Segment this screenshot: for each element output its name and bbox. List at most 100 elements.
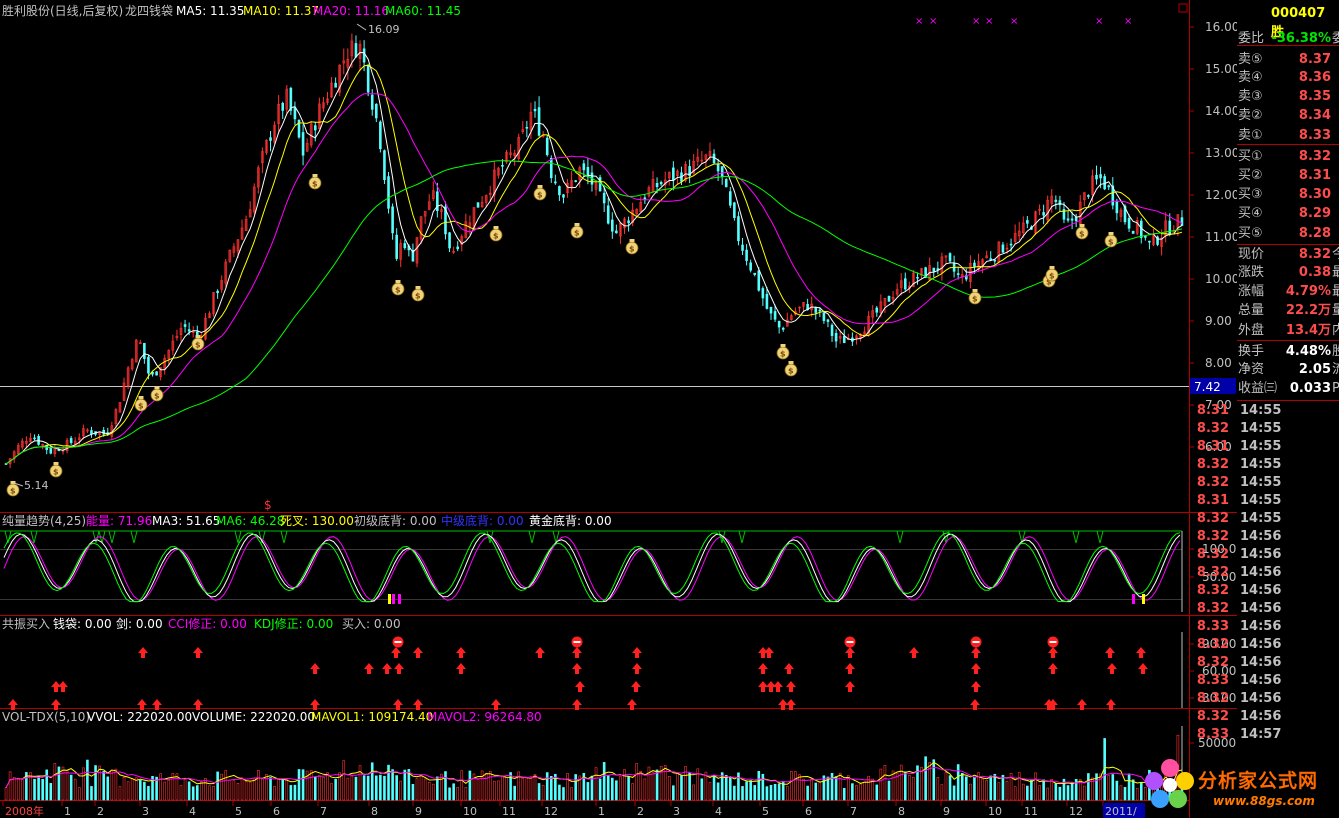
tick-price: 8.33 [1196, 727, 1229, 742]
candle-body [399, 243, 403, 260]
volume-bar [488, 771, 492, 801]
volume-bar [1058, 786, 1062, 801]
volume-bar [49, 783, 53, 801]
volume-bar [517, 771, 521, 801]
candle-body [1099, 174, 1102, 179]
quote-separator [1237, 45, 1339, 46]
candle-body [488, 192, 492, 196]
volume-bar [106, 776, 110, 801]
buy-arrow-icon [310, 699, 320, 710]
volume-bar [814, 782, 818, 801]
tick-time: 14:56 [1240, 601, 1282, 616]
candle-body [724, 179, 728, 188]
candle-body [1135, 219, 1139, 234]
candle-body [537, 107, 541, 136]
candle-body [86, 429, 89, 432]
volume-bar [940, 784, 944, 801]
volume-bar [549, 776, 553, 801]
volume-bar [574, 774, 577, 801]
volume-bar [777, 783, 781, 801]
quote-label: 卖⑤ [1238, 52, 1263, 67]
price-axis-label: 16.00 [1205, 20, 1237, 34]
volume-bar [647, 766, 651, 801]
volume-bar [944, 772, 948, 801]
candle-body [916, 276, 919, 279]
dead-cross-tick [1096, 530, 1104, 544]
tick-price: 8.32 [1196, 691, 1229, 706]
quote-row: 涨幅 4.79% 最 [1237, 283, 1339, 301]
panel-maximize-icon[interactable] [1178, 3, 1188, 13]
panel4-name: VOL-TDX(5,10) [2, 710, 90, 724]
buy-arrow-icon [971, 647, 981, 658]
panel4-header: VOL-TDX(5,10) VVOL: 222020.00 VOLUME: 22… [2, 710, 542, 724]
money-bag-symbol: $ [972, 295, 978, 304]
panel3-kdj: KDJ修正: 0.00 [254, 616, 333, 631]
volume-bar [240, 777, 244, 801]
volume-bar [212, 785, 215, 801]
buy-arrow-icon [766, 681, 776, 692]
buy-arrow-icon [786, 699, 796, 710]
candle-body [252, 186, 256, 213]
date-axis-label: 2011/ [1105, 805, 1137, 818]
candle-body [834, 333, 838, 342]
buy-arrow-icon [152, 699, 162, 710]
candle-body [517, 136, 521, 159]
candle-body [883, 298, 887, 306]
buy-arrow-icon [1106, 699, 1116, 710]
volume-bar [871, 778, 875, 801]
candle-body [228, 249, 232, 262]
volume-bar [82, 767, 85, 801]
quote-separator [1237, 340, 1339, 341]
candle-body [191, 331, 195, 333]
volume-bar [151, 776, 154, 801]
ma10-value: MA10: 11.37 [243, 4, 319, 18]
buy-arrow-icon [773, 681, 783, 692]
money-bag-neck [1108, 232, 1114, 235]
candle-body [456, 246, 459, 250]
buy-arrow-icon [1048, 699, 1058, 710]
date-axis-label: 5 [762, 805, 769, 818]
volume-bar [558, 784, 561, 801]
candle-body [452, 250, 455, 253]
quote-value: 8.37 [1298, 52, 1331, 67]
volume-bar [627, 776, 630, 801]
candle-body [855, 335, 858, 339]
volume-bar [623, 769, 626, 801]
money-bag-neck [537, 185, 543, 188]
chart-canvas[interactable]: 16.0015.0014.0013.0012.0011.0010.009.008… [0, 0, 1237, 818]
candle-body [505, 152, 508, 163]
dead-cross-tick [108, 530, 116, 544]
candle-body [785, 319, 789, 327]
panel3-axis-label: 60.00 [1202, 664, 1236, 678]
buy-arrow-icon [572, 647, 582, 658]
candle-body [1017, 230, 1021, 237]
money-bag-neck [1079, 224, 1085, 227]
date-axis-label: 1 [64, 805, 71, 818]
tick-time: 14:56 [1240, 565, 1282, 580]
volume-bar [667, 776, 671, 801]
candle-body [293, 107, 297, 120]
candle-body [281, 102, 285, 111]
date-axis-label: 2008年 [5, 804, 44, 818]
panel2-gold-div: 黄金底背: 0.00 [529, 513, 612, 528]
candle-body [529, 111, 533, 131]
candle-body [1119, 209, 1123, 217]
candle-body [912, 272, 915, 287]
divergence-marker [1142, 594, 1145, 604]
candle-body [139, 342, 142, 344]
panel2-oscillator: 100.0 50.00 [0, 530, 1236, 612]
tick-time: 14:56 [1240, 583, 1282, 598]
candle-body [257, 167, 260, 188]
candle-body [375, 103, 378, 119]
volume-bar [757, 770, 761, 801]
candle-body [1156, 236, 1159, 245]
volume-bar [537, 783, 541, 801]
volume-bar [1099, 773, 1102, 801]
date-axis-label: 8 [898, 805, 905, 818]
quote-row: 卖③ 8.35 [1237, 88, 1339, 106]
volume-bar [1127, 773, 1131, 801]
date-axis-label: 3 [673, 805, 680, 818]
date-axis-label: 11 [502, 805, 516, 818]
volume-bar [309, 770, 313, 801]
ma60-value: MA60: 11.45 [385, 4, 461, 18]
